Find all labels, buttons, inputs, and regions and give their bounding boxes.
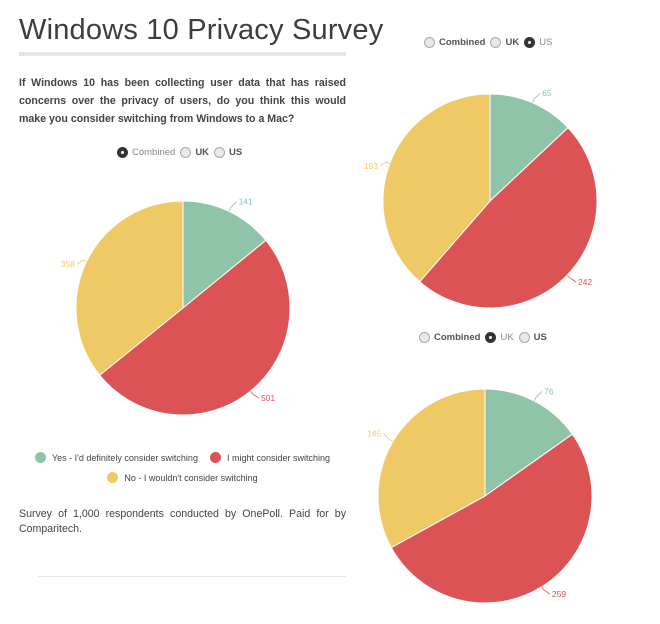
title-divider — [19, 52, 346, 56]
radio-empty-icon — [518, 332, 530, 343]
radio-uk[interactable]: UK — [180, 147, 209, 158]
data-label: 358 — [61, 259, 75, 269]
radio-us[interactable]: US — [214, 147, 242, 158]
legend-swatch-icon — [209, 452, 221, 463]
radio-empty-icon — [424, 37, 435, 48]
radio-empty-icon — [214, 147, 226, 158]
legend-swatch-icon — [107, 472, 119, 483]
radio-empty-icon — [419, 332, 430, 343]
data-label: 65 — [542, 88, 552, 98]
radio-empty-icon — [180, 147, 192, 158]
page-title: Windows 10 Privacy Survey — [19, 14, 384, 46]
label-connector — [379, 161, 390, 167]
slice-no[interactable] — [382, 93, 491, 283]
radio-combined[interactable]: Combined — [117, 147, 175, 158]
chart-legend: Yes - I'd definitely consider switching … — [19, 452, 346, 492]
label-connector — [76, 259, 87, 265]
radio-combined[interactable]: Combined — [424, 37, 485, 48]
data-label: 165 — [367, 428, 381, 438]
data-label: 141 — [239, 197, 253, 207]
legend-item-might[interactable]: I might consider switching — [209, 452, 330, 463]
legend-swatch-icon — [34, 452, 46, 463]
region-selector-us: Combined UK US — [424, 37, 557, 48]
label-connector — [383, 433, 394, 442]
slice-might[interactable] — [390, 433, 593, 604]
pie-chart-uk: 76 259 165 — [367, 386, 593, 604]
label-connector — [541, 586, 551, 595]
survey-question: If Windows 10 has been collecting user d… — [19, 77, 346, 125]
slice-yes[interactable] — [182, 200, 267, 310]
radio-uk[interactable]: UK — [490, 37, 519, 48]
label-connector — [533, 391, 543, 402]
legend-item-yes[interactable]: Yes - I'd definitely consider switching — [34, 452, 198, 463]
label-connector — [532, 92, 541, 103]
data-label: 76 — [544, 386, 554, 396]
data-label: 193 — [364, 161, 378, 171]
radio-combined[interactable]: Combined — [419, 332, 480, 343]
radio-empty-icon — [490, 37, 502, 48]
data-label: 501 — [261, 393, 275, 403]
region-selector-combined: Combined UK US — [117, 147, 247, 158]
label-connector — [228, 201, 237, 212]
slice-yes[interactable] — [489, 93, 569, 203]
survey-footnote: Survey of 1,000 respondents conducted by… — [19, 508, 346, 535]
label-connector — [566, 274, 577, 283]
region-selector-uk: Combined UK US — [419, 332, 552, 343]
label-connector — [250, 390, 260, 399]
radio-selected-icon — [524, 37, 536, 48]
legend-item-no[interactable]: No - I wouldn't consider switching — [107, 472, 258, 483]
pie-chart-combined: 141 501 358 — [61, 197, 291, 416]
radio-uk[interactable]: UK — [485, 332, 514, 343]
bottom-divider — [38, 576, 346, 577]
radio-us[interactable]: US — [518, 332, 547, 343]
pie-chart-us: 65 242 193 — [364, 88, 598, 309]
data-label: 259 — [552, 589, 566, 599]
radio-selected-icon — [117, 147, 128, 158]
radio-us[interactable]: US — [524, 37, 552, 48]
radio-selected-icon — [485, 332, 497, 343]
slice-yes[interactable] — [484, 388, 574, 497]
slice-might[interactable] — [99, 239, 291, 416]
data-label: 242 — [578, 277, 592, 287]
